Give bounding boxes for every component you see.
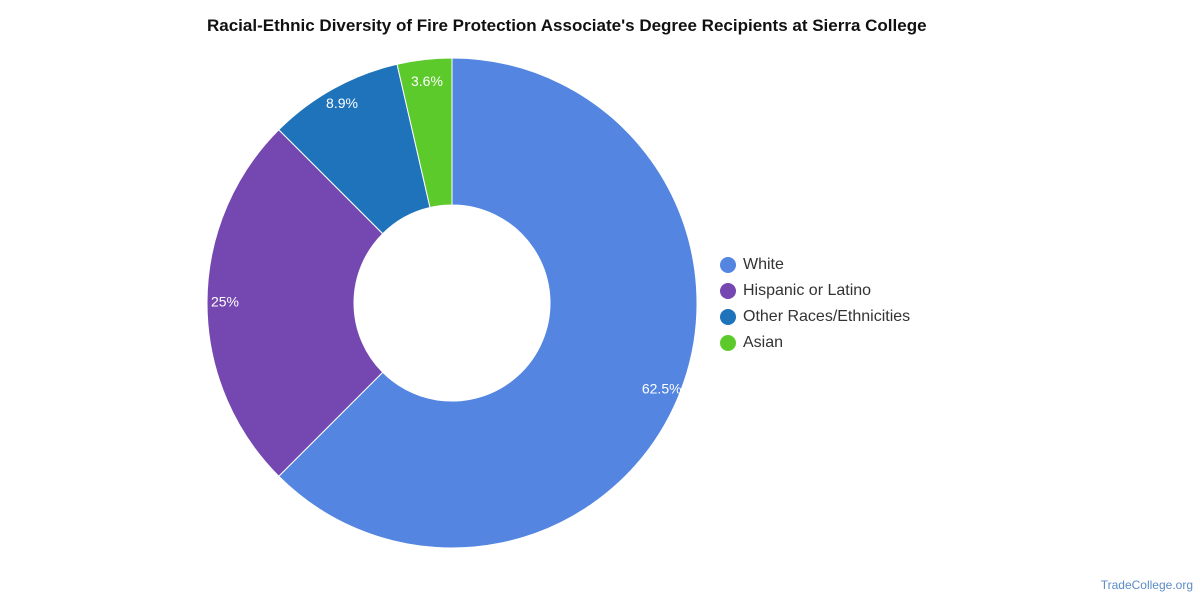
chart-legend: White Hispanic or Latino Other Races/Ethni… (720, 252, 910, 356)
legend-swatch (720, 309, 736, 325)
slice-labels-group: 62.5% 25% 8.9% 3.6% (211, 73, 682, 396)
slice-label-asian: 3.6% (411, 73, 443, 89)
legend-label: Hispanic or Latino (743, 282, 872, 299)
slice-white[interactable] (278, 57, 698, 549)
slices-group (206, 57, 698, 549)
source-credit[interactable]: TradeCollege.org (1100, 578, 1193, 592)
slice-label-white: 62.5% (642, 381, 682, 397)
legend-label: White (743, 256, 784, 273)
slice-hispanic-or-latino[interactable] (206, 129, 384, 477)
legend-label: Asian (743, 334, 784, 351)
chart-title: Racial-Ethnic Diversity of Fire Protecti… (207, 16, 927, 35)
legend-item-other-races-ethnicities[interactable]: Other Races/Ethnicities (720, 304, 910, 330)
legend-swatch (720, 335, 736, 351)
legend-swatch (720, 257, 736, 273)
slice-asian[interactable] (396, 57, 453, 209)
legend-item-hispanic-or-latino[interactable]: Hispanic or Latino (720, 278, 910, 304)
legend-swatch (720, 283, 736, 299)
slice-label-hispanic-or-latino: 25% (211, 294, 239, 310)
slice-label-other-races-ethnicities: 8.9% (326, 95, 358, 111)
legend-label: Other Races/Ethnicities (743, 308, 911, 325)
legend-item-asian[interactable]: Asian (720, 330, 910, 356)
legend-item-white[interactable]: White (720, 252, 910, 278)
